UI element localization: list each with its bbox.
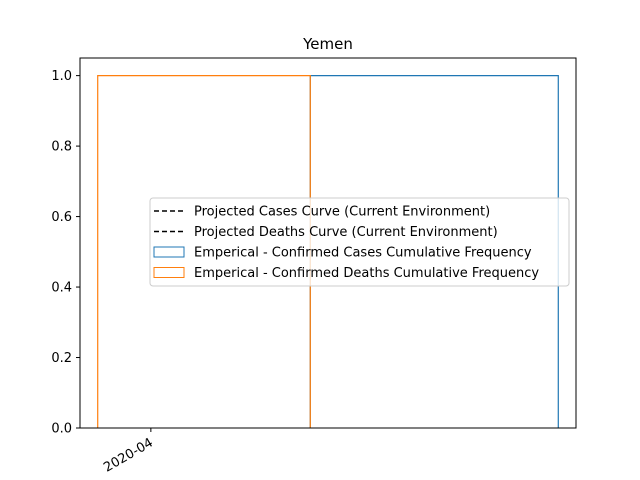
legend-patch-icon	[153, 246, 185, 258]
legend-entry-label: Emperical - Confirmed Cases Cumulative F…	[194, 246, 532, 261]
y-tick-label: 0.0	[51, 422, 72, 437]
y-tick-label: 0.8	[51, 140, 72, 155]
chart-title: Yemen	[302, 35, 353, 53]
y-tick-label: 0.2	[51, 351, 72, 366]
y-tick-label: 1.0	[51, 69, 72, 84]
legend-box	[149, 197, 570, 287]
plot-frame	[79, 57, 577, 429]
y-tick-label: 0.4	[51, 281, 72, 296]
x-tick-label: 2020-04	[101, 435, 156, 475]
x-axis: 2020-04	[101, 428, 156, 476]
y-axis: 0.0 0.2 0.4 0.6 0.8 1.0	[51, 69, 80, 437]
legend-entry-label: Projected Cases Curve (Current Environme…	[194, 205, 490, 220]
legend: Projected Cases Curve (Current Environme…	[149, 197, 570, 287]
legend-patch-icon	[153, 267, 185, 278]
legend-entry-label: Projected Deaths Curve (Current Environm…	[194, 225, 498, 240]
legend-entry-label: Emperical - Confirmed Deaths Cumulative …	[194, 266, 539, 281]
y-tick-label: 0.6	[51, 210, 72, 225]
